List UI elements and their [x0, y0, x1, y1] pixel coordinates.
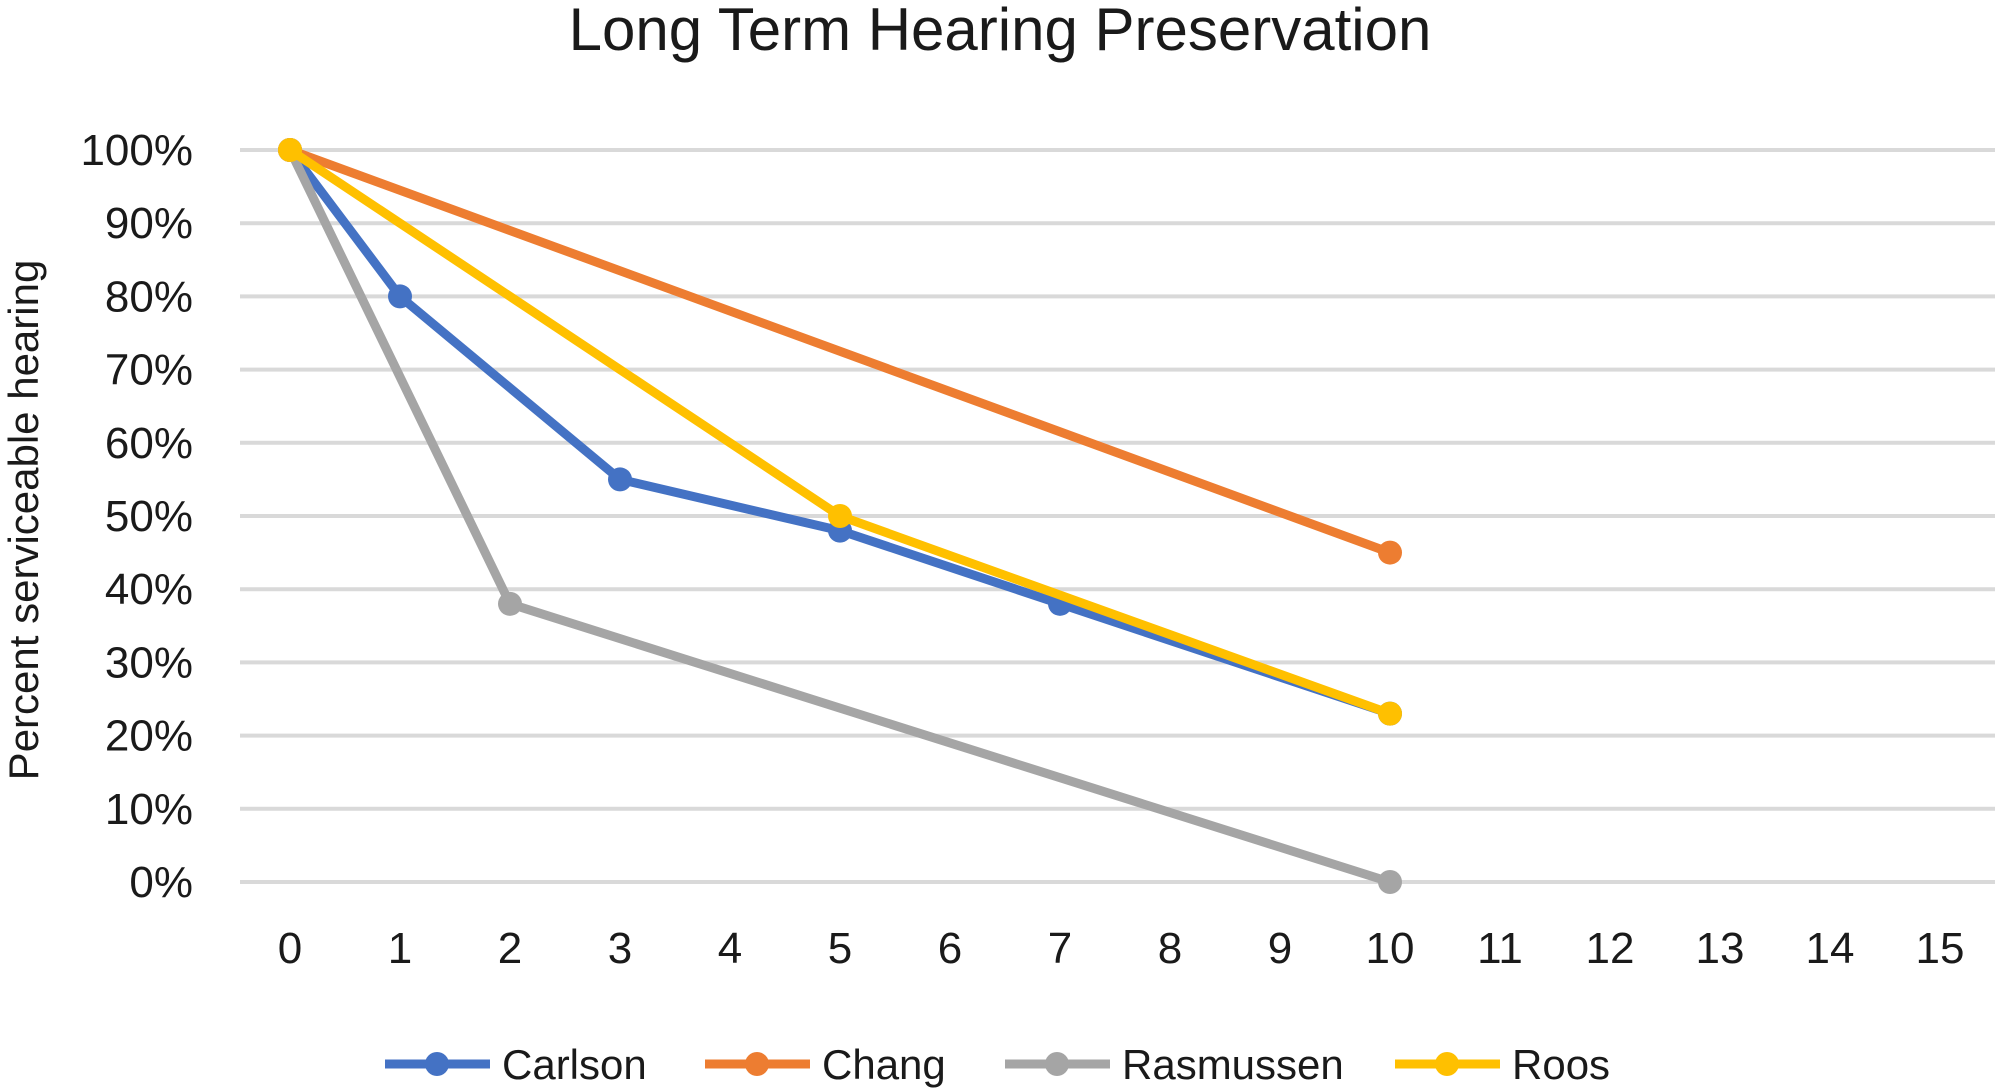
y-tick-label: 10%	[105, 785, 193, 834]
data-point-carlson	[608, 467, 632, 492]
y-tick-label: 100%	[80, 126, 193, 175]
y-tick-label: 40%	[105, 565, 193, 614]
data-point-carlson	[388, 284, 412, 309]
x-tick-label: 14	[1806, 924, 1855, 973]
legend-swatch-marker	[745, 1052, 769, 1076]
series-lines	[278, 138, 1402, 894]
y-tick-label: 30%	[105, 638, 193, 687]
x-tick-label: 5	[828, 924, 852, 973]
x-tick-label: 6	[938, 924, 962, 973]
data-point-roos	[278, 138, 302, 162]
y-tick-label: 60%	[105, 419, 193, 468]
y-tick-label: 20%	[105, 712, 193, 761]
legend-swatch-marker	[1045, 1052, 1069, 1076]
data-point-rasmussen	[498, 591, 522, 616]
legend: Carlson Chang Rasmussen Roos	[385, 1041, 1610, 1088]
y-tick-label: 90%	[105, 199, 193, 248]
chart-title: Long Term Hearing Preservation	[568, 0, 1432, 63]
x-tick-label: 1	[388, 924, 412, 973]
legend-item-carlson: Carlson	[385, 1041, 647, 1088]
y-axis-ticks: 0% 10% 20% 30% 40% 50% 60% 70% 80% 90% 100%	[80, 126, 193, 907]
x-tick-label: 9	[1268, 924, 1292, 973]
legend-item-roos: Roos	[1395, 1041, 1610, 1088]
x-tick-label: 4	[718, 924, 742, 973]
gridlines	[240, 148, 1995, 884]
data-point-rasmussen	[1378, 870, 1402, 894]
x-tick-label: 7	[1048, 924, 1072, 973]
y-tick-label: 0%	[129, 858, 193, 907]
x-tick-label: 15	[1916, 924, 1965, 973]
legend-swatch-marker	[1435, 1052, 1459, 1076]
y-tick-label: 80%	[105, 272, 193, 321]
x-tick-label: 10	[1366, 924, 1415, 973]
legend-label: Chang	[822, 1041, 946, 1088]
series-carlson	[278, 138, 1402, 726]
y-tick-label: 50%	[105, 492, 193, 541]
legend-swatch-marker	[425, 1052, 449, 1076]
legend-label: Rasmussen	[1122, 1041, 1344, 1088]
series-roos	[278, 138, 1402, 726]
data-point-roos	[1378, 701, 1402, 726]
series-line-carlson	[285, 145, 1395, 719]
data-point-roos	[828, 504, 852, 528]
x-tick-label: 12	[1586, 924, 1635, 973]
legend-item-rasmussen: Rasmussen	[1005, 1041, 1344, 1088]
x-tick-label: 8	[1158, 924, 1182, 973]
series-chang	[278, 138, 1402, 565]
legend-label: Roos	[1512, 1041, 1610, 1088]
data-point-chang	[1378, 540, 1402, 565]
x-tick-label: 11	[1477, 924, 1523, 973]
x-tick-label: 0	[278, 924, 302, 973]
x-axis-ticks: 0 1 2 3 4 5 6 7 8 9 10 11 12 13 14 15	[278, 924, 1965, 973]
x-tick-label: 13	[1696, 924, 1745, 973]
legend-label: Carlson	[502, 1041, 647, 1088]
y-axis-title: Percent serviceable hearing	[0, 260, 47, 781]
y-tick-label: 70%	[105, 346, 193, 395]
legend-item-chang: Chang	[705, 1041, 946, 1088]
x-tick-label: 3	[608, 924, 632, 973]
series-line-chang	[285, 145, 1395, 558]
x-tick-label: 2	[498, 924, 522, 973]
series-line-roos	[285, 145, 1395, 719]
